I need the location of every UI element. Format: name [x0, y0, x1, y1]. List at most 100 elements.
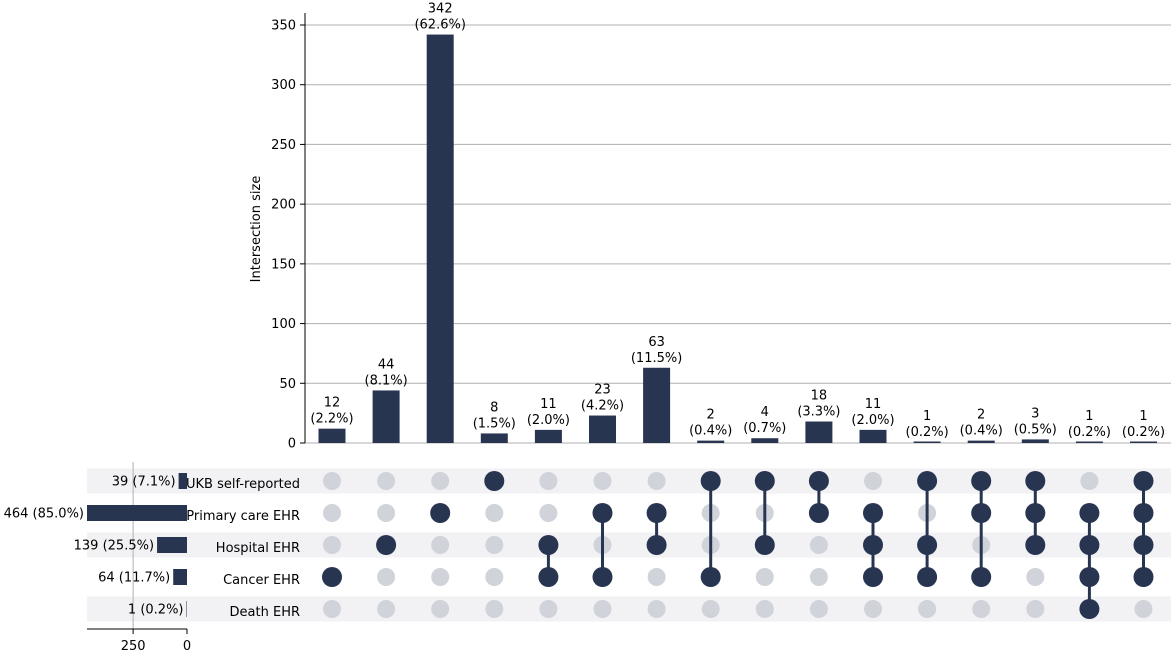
- bar-percent-label: (0.4%): [960, 424, 1003, 439]
- set-name-label: Hospital EHR: [216, 541, 300, 556]
- matrix-dot-inactive: [377, 472, 396, 490]
- matrix-dot-inactive: [539, 504, 558, 522]
- intersection-bar: [859, 429, 887, 443]
- bar-percent-label: (2.2%): [310, 412, 353, 427]
- y-tick-label: 300: [271, 78, 296, 93]
- matrix-dot-active: [430, 503, 451, 523]
- intersection-bar: [589, 415, 616, 443]
- set-name-label: Cancer EHR: [223, 573, 300, 588]
- bar-count-label: 1: [1085, 409, 1093, 424]
- set-size-bars: 39 (7.1%) UKB self-reported 464 (85.0%) Pri…: [4, 462, 300, 653]
- matrix-dot-inactive: [864, 600, 882, 618]
- matrix-dot-inactive: [539, 472, 558, 490]
- intersection-bar: [1130, 441, 1157, 443]
- intersection-bar: [805, 421, 833, 443]
- set-size-tick-label: 0: [183, 639, 191, 653]
- matrix-dot-inactive: [647, 472, 666, 490]
- bar-count-label: 11: [540, 397, 557, 412]
- matrix-dot-inactive: [377, 504, 396, 522]
- matrix-dot-inactive: [323, 600, 341, 618]
- y-tick-label: 200: [271, 198, 296, 213]
- bar-count-label: 12: [324, 396, 341, 411]
- matrix-dot-inactive: [431, 568, 450, 586]
- set-size-label: 1 (0.2%): [128, 603, 184, 618]
- intersection-bar: [643, 367, 671, 443]
- matrix-dot-inactive: [809, 536, 828, 554]
- matrix-dot-inactive: [918, 600, 937, 618]
- matrix-dot-inactive: [1080, 472, 1099, 490]
- background-layer: [87, 468, 1171, 622]
- bar-percent-label: (0.2%): [1068, 425, 1111, 440]
- y-tick-label: 350: [271, 19, 296, 34]
- set-size-tick-label: 250: [121, 639, 146, 653]
- bar-count-label: 1: [923, 409, 931, 424]
- matrix-dot-inactive: [377, 600, 396, 618]
- matrix-dot-inactive: [539, 600, 558, 618]
- bar-percent-label: (8.1%): [365, 373, 408, 388]
- y-tick-label: 100: [271, 317, 296, 332]
- bar-count-label: 63: [648, 335, 665, 350]
- set-name-label: Death EHR: [230, 605, 300, 620]
- set-size-label: 139 (25.5%): [74, 539, 154, 554]
- bar-count-label: 1: [1139, 409, 1147, 424]
- set-name-label: UKB self-reported: [186, 477, 300, 492]
- matrix-dot-active: [376, 535, 397, 555]
- matrix-dot-inactive: [647, 568, 666, 586]
- intersection-bar: [480, 433, 508, 443]
- matrix-dot-inactive: [755, 600, 774, 618]
- bar-count-label: 2: [977, 408, 985, 423]
- matrix-dot-inactive: [809, 568, 828, 586]
- set-size-label: 39 (7.1%): [112, 475, 176, 490]
- bar-count-label: 18: [811, 389, 828, 404]
- y-tick-label: 0: [288, 437, 296, 452]
- matrix-dot-inactive: [809, 600, 828, 618]
- y-axis-title: Intersection size: [249, 176, 264, 283]
- y-tick-label: 50: [279, 377, 296, 392]
- matrix-dot-inactive: [593, 472, 612, 490]
- bar-count-label: 8: [490, 400, 498, 415]
- axes: Intersection size 0 50 100 150 200 250 300 350: [249, 13, 306, 452]
- intersection-bar: [426, 34, 454, 443]
- intersection-bar: [318, 428, 346, 443]
- bar-percent-label: (1.5%): [473, 416, 516, 431]
- matrix-dot-inactive: [1134, 600, 1153, 618]
- bar-count-label: 44: [378, 357, 395, 372]
- bar-percent-label: (0.4%): [689, 424, 732, 439]
- matrix-dot-inactive: [431, 536, 450, 554]
- matrix-dot-inactive: [1026, 600, 1045, 618]
- bar-percent-label: (11.5%): [631, 351, 682, 366]
- set-name-label: Primary care EHR: [186, 509, 300, 524]
- set-size-bar: [157, 537, 187, 553]
- bar-percent-label: (0.2%): [906, 425, 949, 440]
- bar-count-label: 2: [707, 408, 715, 423]
- matrix-dot-active: [484, 471, 505, 491]
- matrix-dot-inactive: [485, 600, 504, 618]
- matrix-dot-inactive: [323, 504, 341, 522]
- set-size-label: 64 (11.7%): [98, 571, 170, 586]
- bar-count-label: 23: [594, 383, 611, 398]
- intersection-bar: [913, 441, 941, 443]
- bar-count-label: 11: [865, 397, 882, 412]
- y-tick-label: 250: [271, 138, 296, 153]
- matrix-dot-inactive: [647, 600, 666, 618]
- bar-percent-label: (2.0%): [527, 413, 570, 428]
- matrix-dot-inactive: [701, 600, 720, 618]
- set-size-bar: [173, 569, 187, 585]
- intersection-bar: [372, 390, 400, 443]
- set-size-bar: [186, 601, 187, 617]
- y-tick-label: 150: [271, 257, 296, 272]
- matrix-dot-inactive: [323, 536, 341, 554]
- bar-percent-label: (0.7%): [743, 421, 786, 436]
- membership-matrix: [322, 471, 1154, 619]
- matrix-dot-inactive: [323, 472, 341, 490]
- set-size-label: 464 (85.0%): [4, 507, 84, 522]
- matrix-dot-inactive: [593, 600, 612, 618]
- matrix-dot-active: [322, 567, 342, 587]
- matrix-dot-inactive: [1026, 568, 1045, 586]
- bar-count-label: 342: [428, 2, 453, 17]
- intersection-bars: 12(2.2%)44(8.1%)342(62.6%)8(1.5%)11(2.0%…: [310, 2, 1165, 443]
- row-shade: [87, 596, 1171, 622]
- matrix-dot-inactive: [485, 504, 504, 522]
- intersection-bar: [1021, 439, 1049, 443]
